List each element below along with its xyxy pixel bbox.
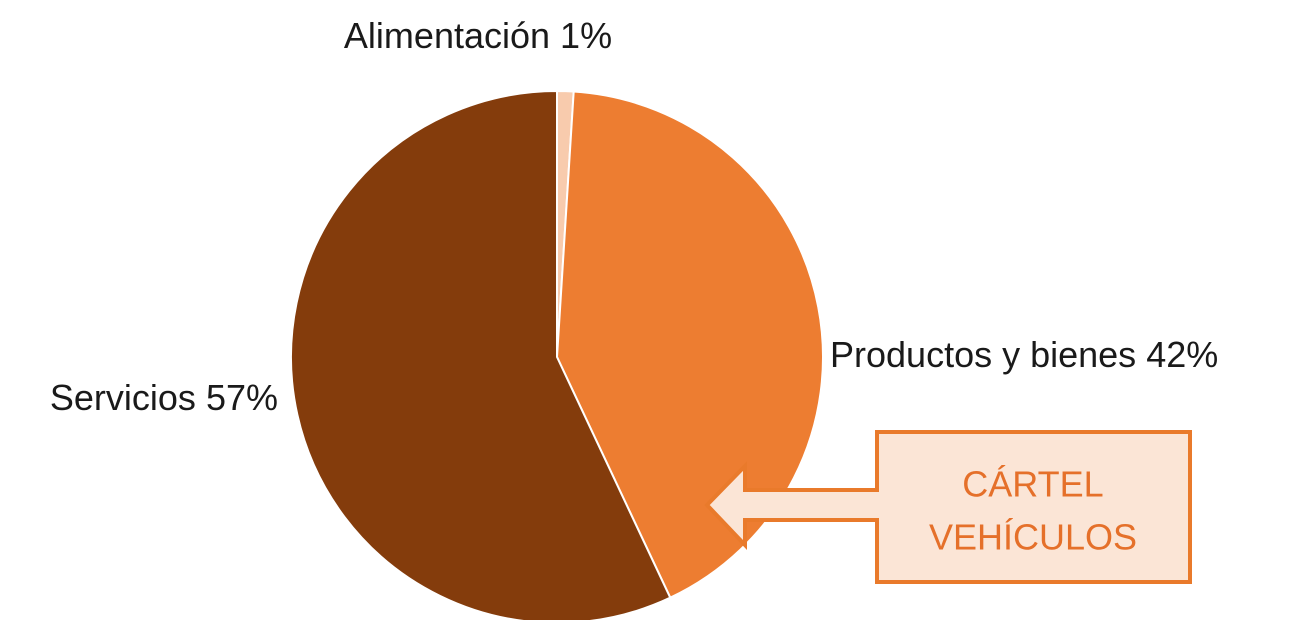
data-label: Productos y bienes 42% (830, 334, 1218, 375)
pie-slice (290, 89, 672, 620)
callout-box (875, 430, 1192, 584)
category-name: Servicios (50, 377, 196, 418)
value-label: 42% (1146, 334, 1218, 375)
category-name: Productos y bienes (830, 334, 1136, 375)
value-label: 57% (206, 377, 278, 418)
category-name: Alimentación (344, 15, 550, 56)
pie (290, 89, 824, 620)
annotation-line: VEHÍCULOS (929, 517, 1137, 558)
data-label: Servicios 57% (50, 377, 278, 418)
callout-joint (870, 492, 880, 518)
pie-slice (555, 90, 824, 600)
value-label: 1% (560, 15, 612, 56)
annotation-line: CÁRTEL (962, 464, 1103, 505)
data-label: Alimentación 1% (344, 15, 612, 56)
